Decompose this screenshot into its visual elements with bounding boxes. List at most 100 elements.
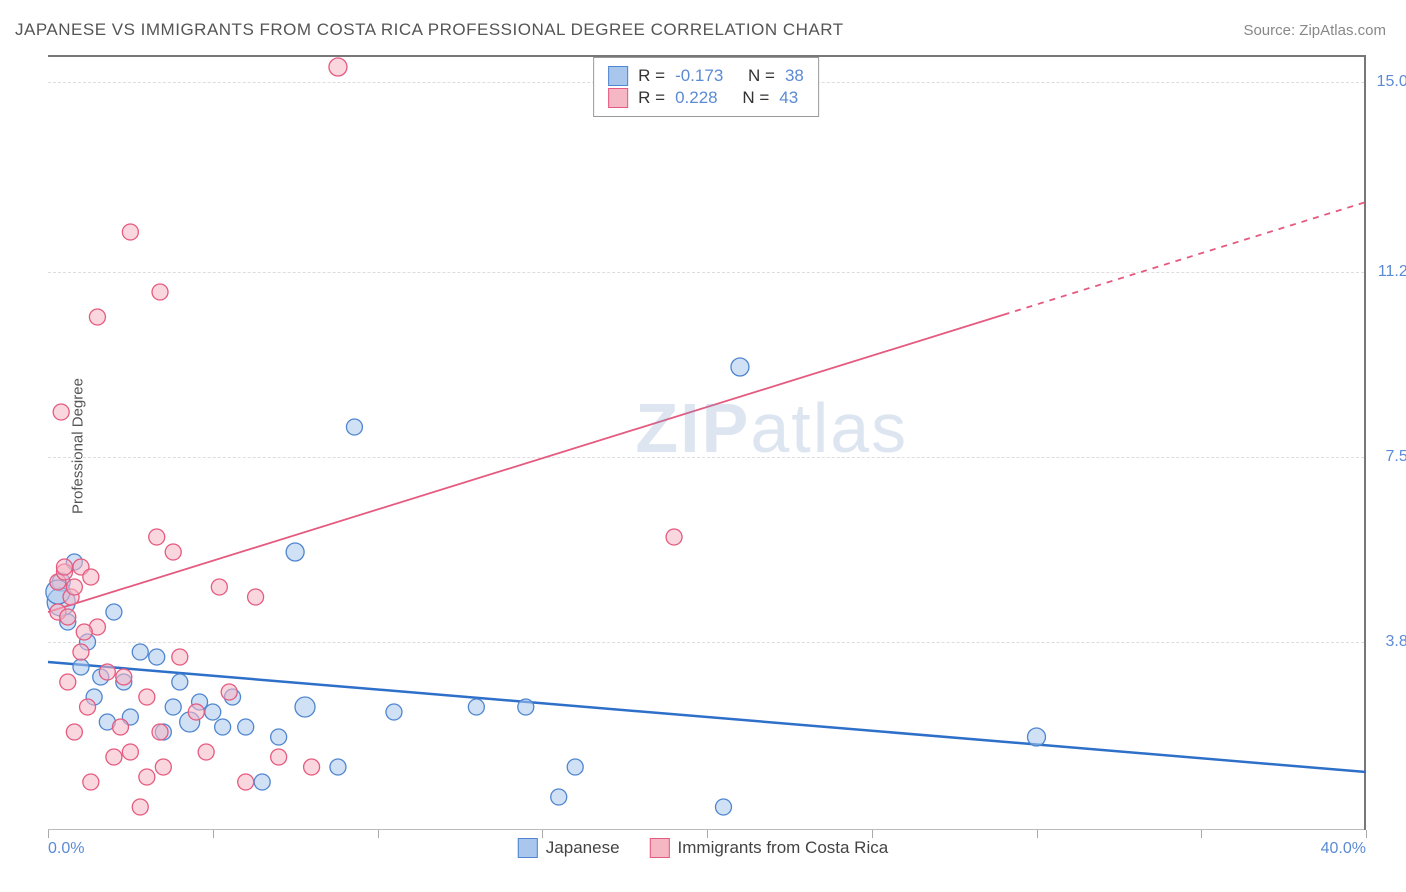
data-point	[715, 799, 731, 815]
data-point	[139, 769, 155, 785]
regression-line	[48, 662, 1366, 772]
chart-plot-area: 3.8%7.5%11.2%15.0% R = -0.173 N = 38 R =…	[48, 55, 1366, 830]
data-point	[731, 358, 749, 376]
chart-header: JAPANESE VS IMMIGRANTS FROM COSTA RICA P…	[15, 20, 1386, 40]
data-point	[518, 699, 534, 715]
data-point	[304, 759, 320, 775]
data-point	[149, 529, 165, 545]
data-point	[211, 579, 227, 595]
n-label: N =	[742, 88, 769, 108]
data-point	[188, 704, 204, 720]
data-point	[112, 719, 128, 735]
stats-row-costa-rica: R = 0.228 N = 43	[608, 88, 804, 108]
data-point	[286, 543, 304, 561]
series-legend: Japanese Immigrants from Costa Rica	[518, 838, 888, 858]
data-point	[132, 799, 148, 815]
n-value: 38	[785, 66, 804, 86]
data-point	[271, 749, 287, 765]
y-tick-label: 15.0%	[1372, 73, 1406, 91]
data-point	[53, 404, 69, 420]
data-point	[295, 697, 315, 717]
x-tick	[1037, 830, 1038, 838]
data-point	[254, 774, 270, 790]
data-point	[155, 759, 171, 775]
data-point	[66, 579, 82, 595]
r-label: R =	[638, 66, 665, 86]
data-point	[329, 58, 347, 76]
data-point	[248, 589, 264, 605]
data-point	[238, 774, 254, 790]
x-tick	[707, 830, 708, 838]
data-point	[149, 649, 165, 665]
japanese-swatch-icon	[518, 838, 538, 858]
data-point	[1028, 728, 1046, 746]
r-label: R =	[638, 88, 665, 108]
x-tick	[378, 830, 379, 838]
regression-line-extrapolated	[1004, 202, 1366, 315]
data-point	[198, 744, 214, 760]
data-point	[83, 774, 99, 790]
data-point	[60, 674, 76, 690]
y-tick-label: 7.5%	[1372, 448, 1406, 466]
data-point	[60, 609, 76, 625]
legend-label: Immigrants from Costa Rica	[678, 838, 889, 858]
data-point	[152, 724, 168, 740]
n-label: N =	[748, 66, 775, 86]
data-point	[116, 669, 132, 685]
data-point	[73, 659, 89, 675]
x-axis-min-label: 0.0%	[48, 840, 84, 858]
data-point	[386, 704, 402, 720]
data-point	[80, 699, 96, 715]
data-point	[468, 699, 484, 715]
data-point	[551, 789, 567, 805]
data-point	[330, 759, 346, 775]
data-point	[152, 284, 168, 300]
regression-line	[48, 315, 1004, 612]
data-point	[56, 559, 72, 575]
data-point	[172, 674, 188, 690]
source-attribution: Source: ZipAtlas.com	[1243, 22, 1386, 39]
costa-rica-swatch-icon	[650, 838, 670, 858]
r-value: -0.173	[675, 66, 723, 86]
legend-label: Japanese	[546, 838, 620, 858]
data-point	[346, 419, 362, 435]
data-point	[132, 644, 148, 660]
data-point	[99, 664, 115, 680]
stats-row-japanese: R = -0.173 N = 38	[608, 66, 804, 86]
x-tick	[1201, 830, 1202, 838]
data-point	[666, 529, 682, 545]
data-point	[139, 689, 155, 705]
data-point	[106, 604, 122, 620]
data-point	[122, 224, 138, 240]
data-point	[172, 649, 188, 665]
data-point	[73, 644, 89, 660]
costa-rica-swatch-icon	[608, 88, 628, 108]
data-point	[83, 569, 99, 585]
n-value: 43	[779, 88, 798, 108]
data-point	[221, 684, 237, 700]
legend-item-costa-rica: Immigrants from Costa Rica	[650, 838, 889, 858]
y-tick-label: 11.2%	[1372, 263, 1406, 281]
x-tick	[1366, 830, 1367, 838]
data-point	[165, 544, 181, 560]
data-point	[165, 699, 181, 715]
japanese-swatch-icon	[608, 66, 628, 86]
data-point	[66, 724, 82, 740]
data-point	[76, 624, 92, 640]
y-tick-label: 3.8%	[1372, 633, 1406, 651]
data-point	[567, 759, 583, 775]
r-value: 0.228	[675, 88, 718, 108]
x-tick	[48, 830, 49, 838]
x-tick	[542, 830, 543, 838]
x-axis-max-label: 40.0%	[1321, 840, 1366, 858]
x-tick	[213, 830, 214, 838]
x-tick	[872, 830, 873, 838]
data-point	[89, 309, 105, 325]
legend-item-japanese: Japanese	[518, 838, 620, 858]
data-point	[205, 704, 221, 720]
data-point	[271, 729, 287, 745]
correlation-stats-legend: R = -0.173 N = 38 R = 0.228 N = 43	[593, 57, 819, 117]
data-point	[238, 719, 254, 735]
chart-title: JAPANESE VS IMMIGRANTS FROM COSTA RICA P…	[15, 20, 844, 40]
data-point	[106, 749, 122, 765]
